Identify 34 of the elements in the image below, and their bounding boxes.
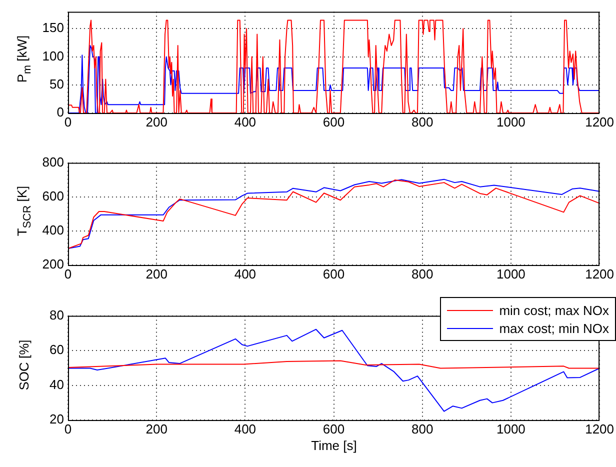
x-tick-label: 1200 [585, 421, 614, 436]
y-tick-label: 20 [50, 412, 64, 427]
x-tick-label: 1200 [585, 114, 614, 130]
x-tick-label: 200 [146, 114, 168, 130]
y-axis-title: SOC [%] [16, 339, 32, 390]
y-tick-label: 60 [50, 342, 64, 358]
x-tick-label: 400 [234, 114, 256, 130]
y-tick-label: 0 [56, 104, 64, 120]
x-tick-label: 200 [146, 266, 168, 282]
y-tick-label: 400 [42, 222, 64, 238]
x-tick-label: 1200 [585, 266, 614, 282]
y-tick-label: 40 [50, 376, 64, 392]
x-tick-label: 800 [412, 114, 434, 130]
y-tick-label: 80 [50, 307, 64, 322]
x-tick-label: 600 [322, 266, 345, 282]
y-tick-label: 100 [42, 48, 64, 64]
x-tick-label: 200 [146, 421, 168, 436]
y-tick-label: 800 [42, 154, 64, 170]
x-tick-label: 1000 [496, 114, 526, 130]
y-tick-label: 150 [42, 20, 64, 36]
x-axis-title: Time [s] [311, 438, 357, 453]
x-tick-label: 800 [412, 266, 434, 282]
x-tick-label: 600 [322, 421, 345, 436]
x-tick-label: 600 [322, 114, 345, 130]
y-tick-label: 600 [42, 188, 64, 204]
x-tick-label: 400 [234, 421, 256, 436]
legend-label: max cost; min NOx [499, 320, 609, 336]
x-tick-label: 800 [412, 421, 434, 436]
y-tick-label: 50 [50, 76, 64, 92]
x-tick-label: 1000 [496, 266, 526, 282]
legend-label: min cost; max NOx [499, 302, 609, 318]
x-tick-label: 1000 [496, 421, 526, 436]
x-tick-label: 400 [234, 266, 256, 282]
y-tick-label: 200 [42, 256, 64, 272]
